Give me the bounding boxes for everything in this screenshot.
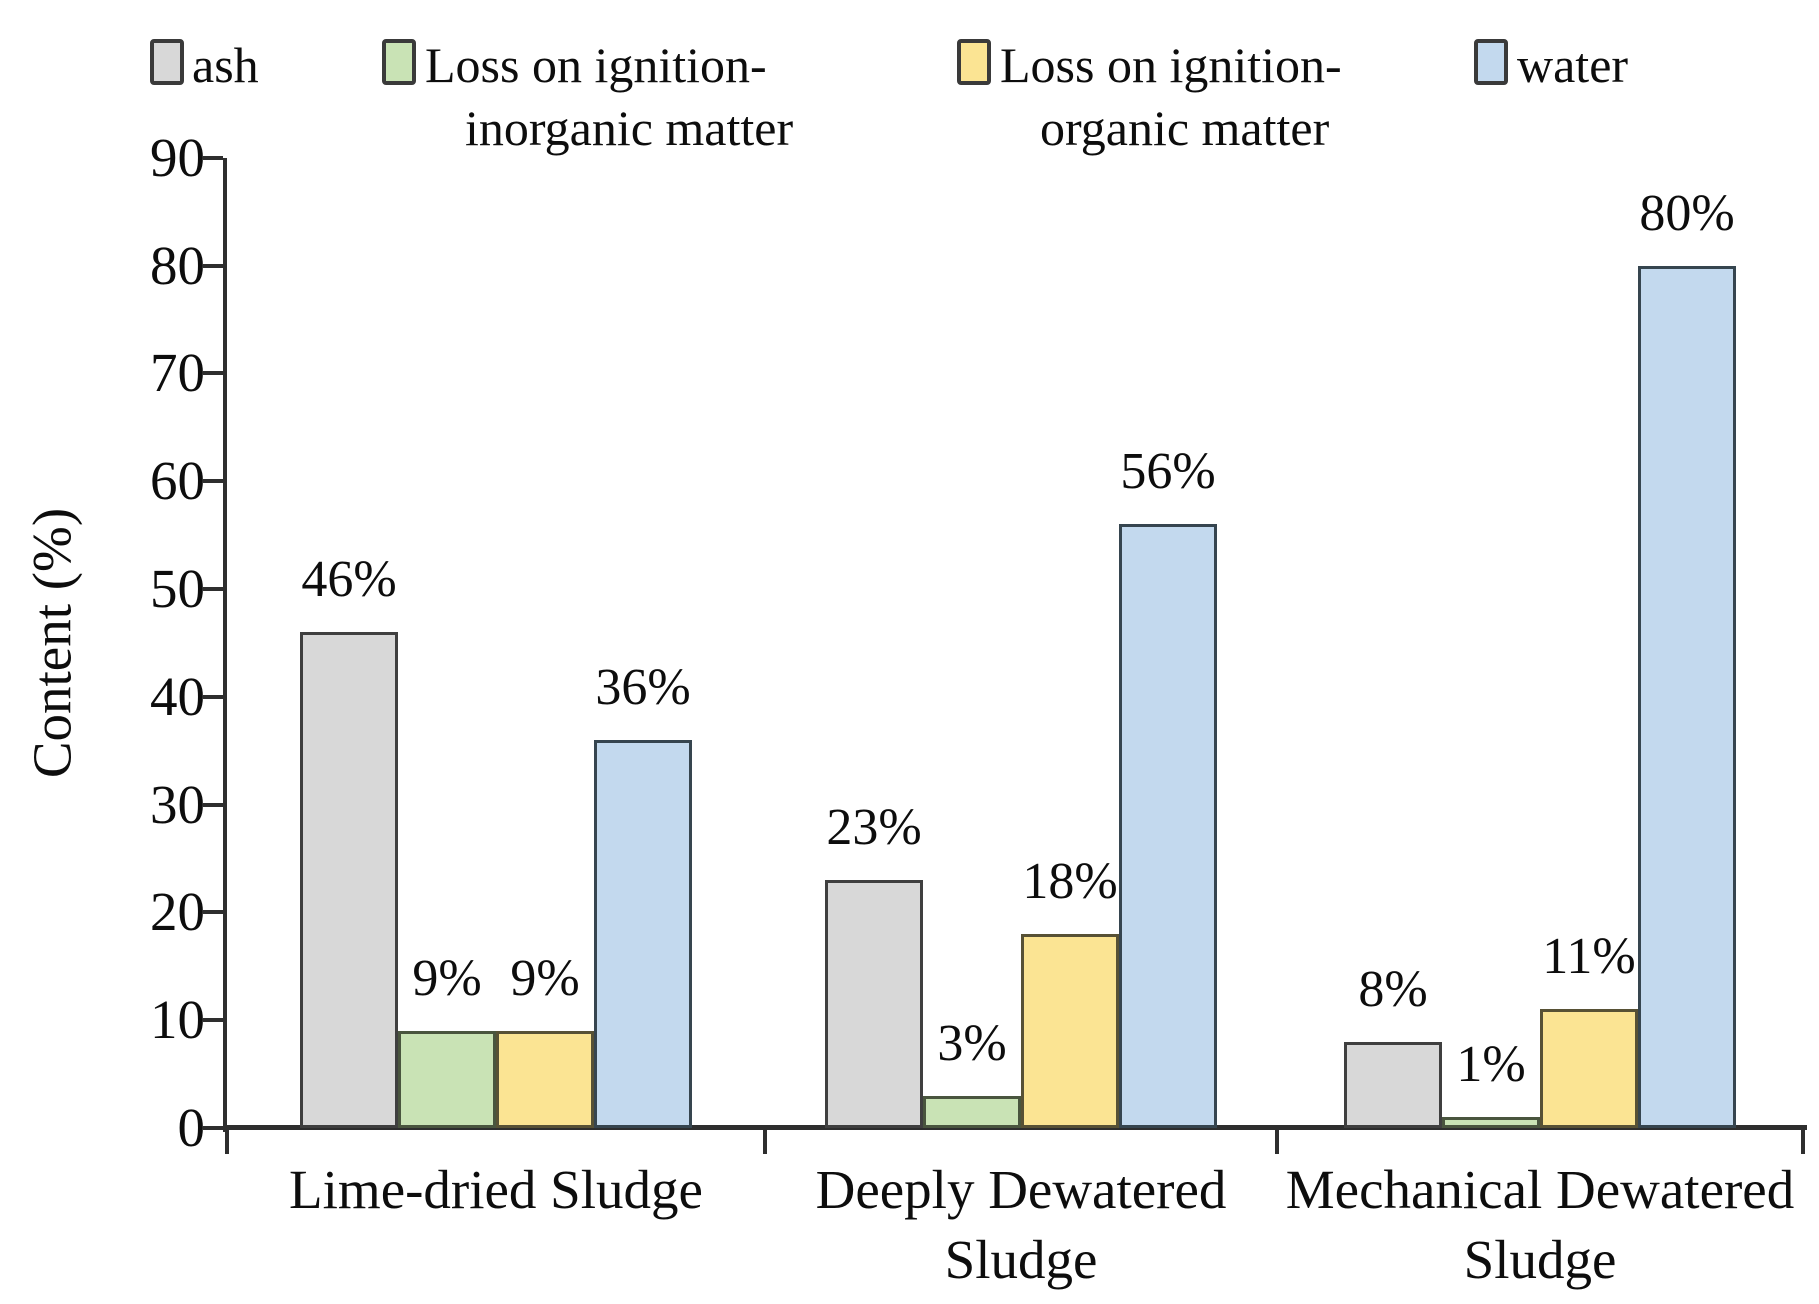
bar-ash (300, 632, 398, 1128)
y-tick (203, 479, 223, 484)
y-tick-label: 90 (150, 126, 205, 188)
y-tick (203, 155, 223, 160)
y-axis-line (223, 157, 227, 1132)
bar-loss-on-ignition-inorganic-matter (398, 1030, 496, 1128)
bar-ash (825, 880, 923, 1128)
bar-value-label: 8% (1358, 960, 1428, 1018)
bar-value-label: 46% (301, 551, 397, 609)
y-axis-title: Content (%) (21, 507, 83, 779)
legend-swatch-1 (150, 39, 184, 85)
x-tick (1275, 1128, 1279, 1154)
y-tick-label: 20 (150, 881, 205, 943)
y-tick (203, 1126, 223, 1130)
bar-value-label: 18% (1022, 852, 1118, 910)
bar-loss-on-ignition-inorganic-matter (923, 1095, 1021, 1128)
y-tick-label: 10 (150, 989, 205, 1051)
y-tick (203, 371, 223, 376)
bar-water (594, 739, 692, 1128)
y-tick-label: 80 (150, 234, 205, 296)
bar-value-label: 80% (1639, 184, 1735, 242)
x-category-label: Deeply Dewatered (815, 1159, 1227, 1220)
y-tick-label: 0 (177, 1097, 206, 1158)
bar-loss-on-ignition-organic-matter (1021, 933, 1119, 1128)
bar-water (1638, 265, 1736, 1128)
bar-loss-on-ignition-inorganic-matter (1442, 1117, 1540, 1128)
legend-label: organic matter (1040, 100, 1330, 156)
y-tick (203, 802, 223, 807)
y-tick (203, 263, 223, 268)
x-tick (225, 1128, 229, 1154)
bar-loss-on-ignition-organic-matter (496, 1030, 594, 1128)
y-tick-label: 50 (150, 558, 205, 619)
y-tick (203, 694, 223, 699)
y-tick-label: 70 (150, 342, 205, 404)
bar-value-label: 23% (826, 799, 922, 857)
y-tick (203, 1018, 223, 1023)
legend-label: water (1517, 37, 1629, 93)
bar-value-label: 9% (510, 949, 580, 1007)
legend-swatch-3 (957, 39, 991, 85)
legend-label: Loss on ignition- (1000, 37, 1342, 93)
y-tick-label: 30 (150, 773, 205, 835)
bar-value-label: 3% (937, 1014, 1007, 1072)
bar-value-label: 56% (1120, 443, 1216, 501)
bar-value-label: 36% (595, 658, 691, 716)
legend-label: Loss on ignition- (425, 37, 767, 93)
bar-ash (1344, 1041, 1442, 1128)
legend-label: inorganic matter (465, 100, 794, 156)
legend-swatch-4 (1474, 39, 1508, 85)
legend-label: ash (192, 37, 259, 93)
y-tick (203, 587, 223, 591)
bar-value-label: 1% (1456, 1036, 1526, 1094)
x-tick (1801, 1128, 1805, 1154)
y-tick-label: 40 (150, 665, 205, 727)
x-category-label: Sludge (1463, 1229, 1617, 1290)
bar-loss-on-ignition-organic-matter (1540, 1009, 1638, 1128)
bar-value-label: 9% (412, 949, 482, 1007)
bar-water (1119, 524, 1217, 1128)
y-tick (203, 910, 223, 915)
legend-swatch-2 (382, 39, 416, 85)
bar-value-label: 11% (1542, 928, 1636, 986)
y-tick-label: 60 (150, 450, 205, 512)
x-category-label: Sludge (944, 1229, 1098, 1290)
x-tick (763, 1128, 767, 1154)
x-category-label: Mechanical Dewatered (1285, 1159, 1795, 1220)
x-category-label: Lime-dried Sludge (289, 1159, 703, 1220)
